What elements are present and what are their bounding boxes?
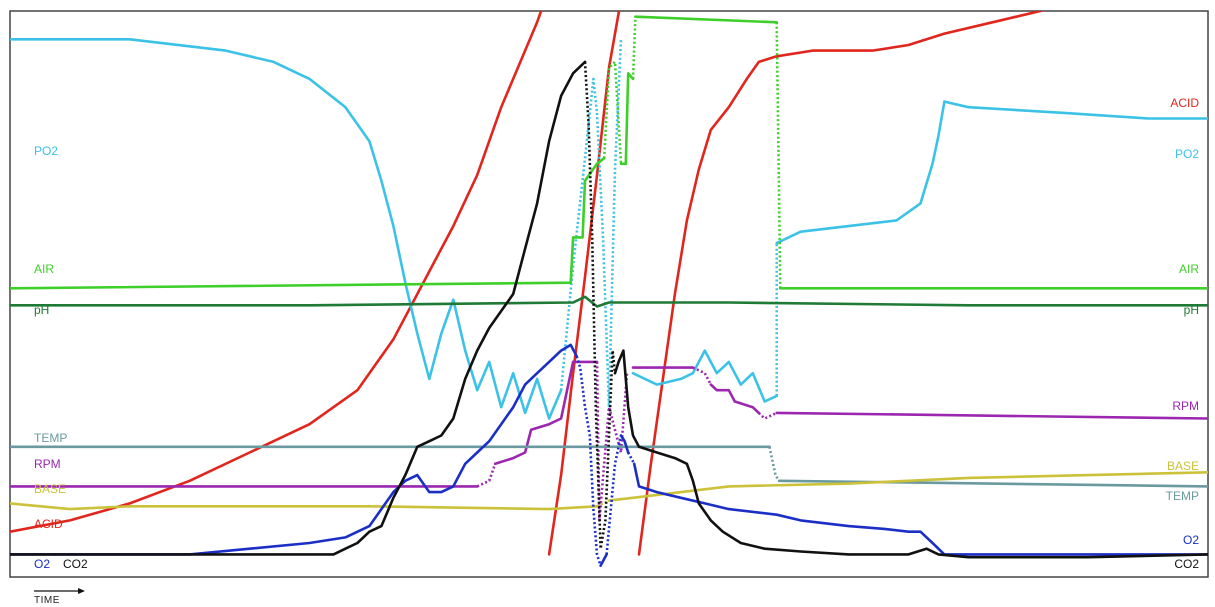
po2-line-segment-0 [10,37,563,420]
co2-line-dotted-segment-1 [583,61,617,551]
rpm-line-segment-7 [709,383,761,415]
o2-line-dotted-segment-1 [575,355,602,567]
base-line-segment-0 [10,502,599,511]
ph-line-segment-0 [10,295,1208,308]
o2-label-left: O2 [34,557,50,571]
series-ph [10,295,1208,308]
air-line-segment-2 [619,72,635,166]
base-line-segment-2 [607,470,1208,502]
co2-line-segment-2 [613,349,1208,559]
ph-label-left: pH [34,303,49,317]
o2-label-right: O2 [1183,533,1199,547]
o2-line-dotted-segment-3 [605,435,623,555]
air-line-dotted-segment-3 [631,16,637,79]
ph-label-right: pH [1184,303,1199,317]
x-axis-label: TIME [34,595,60,606]
po2-label-left: PO2 [34,144,58,158]
temp-label-left: TEMP [34,431,67,445]
po2-line-segment-6 [775,100,1208,245]
series-layer [10,11,1208,568]
rpm-label-right: RPM [1172,399,1199,413]
co2-line-segment-0 [10,60,587,556]
acid-label-left: ACID [34,517,63,531]
base-label-left: BASE [34,482,66,496]
air-label-right: AIR [1179,262,1199,276]
rpm-line-segment-2 [493,360,575,466]
series-acid [10,11,1045,556]
po2-line-dotted-segment-1 [559,77,599,391]
co2-label-left: CO2 [63,557,88,571]
base-label-right: BASE [1167,459,1199,473]
o2-line-segment-0 [10,343,579,556]
series-co2 [10,60,1208,559]
acid-line-segment-1 [547,11,621,556]
air-line-segment-4 [634,15,779,24]
series-base [10,470,1208,511]
series-labels: ACID ACID PO2 PO2 AIR AIR pH pH RPM RPM TEMP TEMP BA… [34,96,1199,571]
series-air [10,15,1208,290]
temp-label-right: TEMP [1166,489,1199,503]
o2-line-segment-2 [599,553,608,568]
air-label-left: AIR [34,262,54,276]
rpm-label-left: RPM [34,457,61,471]
air-line-dotted-segment-1 [602,60,623,164]
plot-frame [9,10,1209,578]
po2-line-dotted-segment-3 [607,39,623,408]
series-o2 [10,343,1208,568]
air-line-segment-0 [10,156,606,290]
acid-line-segment-0 [10,11,543,534]
series-po2 [10,37,1208,420]
o2-line-dotted-segment-5 [627,451,636,465]
temp-line-dotted-segment-1 [768,446,781,482]
air-line-dotted-segment-5 [775,22,782,289]
o2-line-segment-4 [619,434,630,454]
rpm-line-dotted-segment-1 [476,463,497,488]
acid-line-segment-2 [637,11,1045,556]
rpm-line-segment-9 [775,411,1208,420]
po2-line-segment-4 [631,349,779,403]
co2-label-right: CO2 [1174,557,1199,571]
o2-line-segment-6 [632,462,1208,556]
po2-label-right: PO2 [1175,147,1199,161]
temp-line-segment-2 [777,479,1208,488]
po2-line-dotted-segment-2 [595,112,611,408]
acid-label-right: ACID [1170,96,1199,110]
time-arrow [34,588,85,594]
